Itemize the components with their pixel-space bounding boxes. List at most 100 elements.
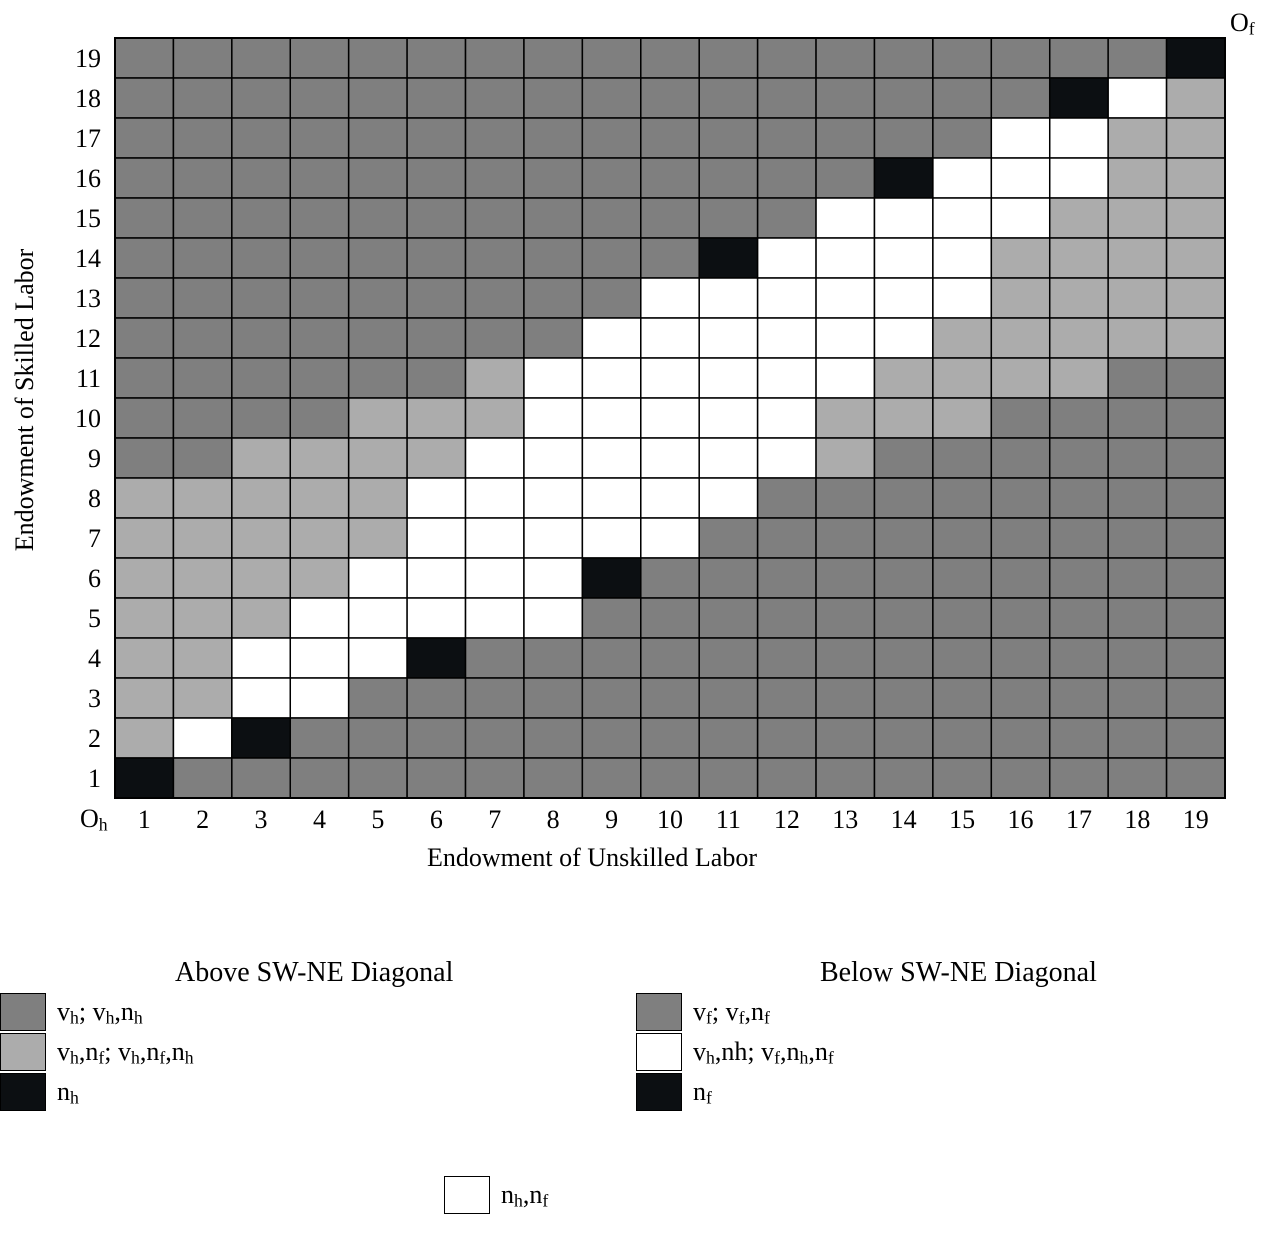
heatmap-cell-x14-y10 <box>873 397 934 439</box>
x-tick-label: 16 <box>1008 805 1034 834</box>
heatmap-cell-x13-y19 <box>815 37 876 79</box>
y-tick-label: 8 <box>88 484 101 513</box>
heatmap-cell-x2-y18 <box>172 77 233 119</box>
heatmap-cell-x6-y7 <box>406 517 467 559</box>
heatmap-cell-x2-y19 <box>172 37 233 79</box>
heatmap-cell-x11-y12 <box>698 317 759 359</box>
heatmap-cell-x1-y16 <box>114 157 175 199</box>
heatmap-cell-x13-y15 <box>815 197 876 239</box>
heatmap-cell-x2-y9 <box>172 437 233 479</box>
heatmap-cell-x16-y15 <box>990 197 1051 239</box>
heatmap-cell-x1-y13 <box>114 277 175 319</box>
legend-above-item-3-swatch <box>0 1073 46 1111</box>
heatmap-cell-x7-y19 <box>464 37 525 79</box>
heatmap-cell-x13-y9 <box>815 437 876 479</box>
heatmap-cell-x11-y5 <box>698 597 759 639</box>
heatmap-cell-x15-y1 <box>932 757 993 799</box>
heatmap-cell-x1-y18 <box>114 77 175 119</box>
x-tick-label: 5 <box>371 805 384 834</box>
plot-frame <box>114 37 1226 799</box>
heatmap-cell-x1-y1 <box>114 757 175 799</box>
heatmap-cell-x2-y6 <box>172 557 233 599</box>
heatmap-cell-x6-y5 <box>406 597 467 639</box>
heatmap-cell-x18-y3 <box>1107 677 1168 719</box>
heatmap-cell-x12-y10 <box>756 397 817 439</box>
heatmap-cell-x5-y9 <box>347 437 408 479</box>
heatmap-cell-x18-y13 <box>1107 277 1168 319</box>
legend-above-item-2-swatch <box>0 1033 46 1071</box>
heatmap-cell-x13-y8 <box>815 477 876 519</box>
heatmap-cell-x3-y7 <box>231 517 292 559</box>
heatmap-cell-x7-y6 <box>464 557 525 599</box>
heatmap-cell-x17-y18 <box>1048 77 1109 119</box>
heatmap-cell-x11-y8 <box>698 477 759 519</box>
heatmap-cell-x12-y2 <box>756 717 817 759</box>
heatmap-cell-x13-y10 <box>815 397 876 439</box>
x-tick-label: 10 <box>657 805 683 834</box>
y-axis-title: Endowment of Skilled Labor <box>10 248 39 552</box>
heatmap-cell-x15-y8 <box>932 477 993 519</box>
heatmap-cell-x6-y1 <box>406 757 467 799</box>
heatmap-cell-x13-y13 <box>815 277 876 319</box>
heatmap-cell-x10-y6 <box>640 557 700 599</box>
heatmap-cell-x15-y4 <box>932 637 993 679</box>
heatmap-cell-x3-y10 <box>231 397 292 439</box>
heatmap-cell-x13-y3 <box>815 677 876 719</box>
heatmap-cell-x15-y14 <box>932 237 993 279</box>
heatmap-cell-x14-y1 <box>873 757 934 799</box>
heatmap-cell-x6-y6 <box>406 557 467 599</box>
heatmap-cell-x9-y13 <box>581 277 642 319</box>
y-tick-label: 19 <box>75 44 101 73</box>
heatmap-cell-x8-y19 <box>523 37 584 79</box>
heatmap-cell-x2-y7 <box>172 517 233 559</box>
heatmap-cell-x10-y17 <box>640 117 700 159</box>
heatmap-cell-x18-y2 <box>1107 717 1168 759</box>
y-tick-label: 14 <box>75 244 101 273</box>
heatmap-cell-x18-y19 <box>1107 37 1168 79</box>
heatmap-cell-x13-y5 <box>815 597 876 639</box>
heatmap-cell-x10-y3 <box>640 677 700 719</box>
heatmap-cell-x14-y18 <box>873 77 934 119</box>
heatmap-cell-x9-y4 <box>581 637 642 679</box>
heatmap-cell-x13-y18 <box>815 77 876 119</box>
heatmap-cell-x9-y6 <box>581 557 642 599</box>
heatmap-cell-x5-y1 <box>347 757 408 799</box>
heatmap-cell-x5-y6 <box>347 557 408 599</box>
heatmap-cell-x9-y18 <box>581 77 642 119</box>
heatmap-cell-x17-y3 <box>1048 677 1109 719</box>
heatmap-cell-x5-y4 <box>347 637 408 679</box>
heatmap-cell-x12-y17 <box>756 117 817 159</box>
heatmap-cell-x4-y8 <box>289 477 350 519</box>
heatmap-cell-x4-y2 <box>289 717 350 759</box>
origin-home-sub: h <box>98 814 108 835</box>
heatmap-cell-x17-y8 <box>1048 477 1109 519</box>
x-tick-label: 13 <box>832 805 858 834</box>
heatmap-cell-x12-y18 <box>756 77 817 119</box>
legend-above-item-3-label: nh <box>57 1077 79 1108</box>
heatmap-cell-x9-y8 <box>581 477 642 519</box>
heatmap-cell-x14-y7 <box>873 517 934 559</box>
heatmap-cell-x16-y2 <box>990 717 1051 759</box>
heatmap-cell-x8-y7 <box>523 517 584 559</box>
legend-above-item-2-label: vh,nf; vh,nf,nh <box>57 1037 194 1068</box>
heatmap-cell-x11-y7 <box>698 517 759 559</box>
heatmap-cell-x19-y9 <box>1165 437 1226 479</box>
origin-home-letter: O <box>80 804 99 833</box>
heatmap-cell-x6-y15 <box>406 197 467 239</box>
heatmap-cell-x4-y7 <box>289 517 350 559</box>
heatmap-cell-x6-y2 <box>406 717 467 759</box>
heatmap-cell-x1-y4 <box>114 637 175 679</box>
heatmap-cell-x7-y18 <box>464 77 525 119</box>
heatmap-cell-x4-y11 <box>289 357 350 399</box>
heatmap-cell-x16-y11 <box>990 357 1051 399</box>
heatmap-cell-x3-y19 <box>231 37 292 79</box>
heatmap-cell-x19-y10 <box>1165 397 1226 439</box>
heatmap-cell-x9-y19 <box>581 37 642 79</box>
heatmap-cell-x12-y15 <box>756 197 817 239</box>
heatmap-cell-x4-y19 <box>289 37 350 79</box>
heatmap-cell-x5-y11 <box>347 357 408 399</box>
y-tick-label: 2 <box>88 724 101 753</box>
y-tick-label: 1 <box>88 764 101 793</box>
heatmap-cell-x11-y16 <box>698 157 759 199</box>
heatmap-cell-x3-y14 <box>231 237 292 279</box>
